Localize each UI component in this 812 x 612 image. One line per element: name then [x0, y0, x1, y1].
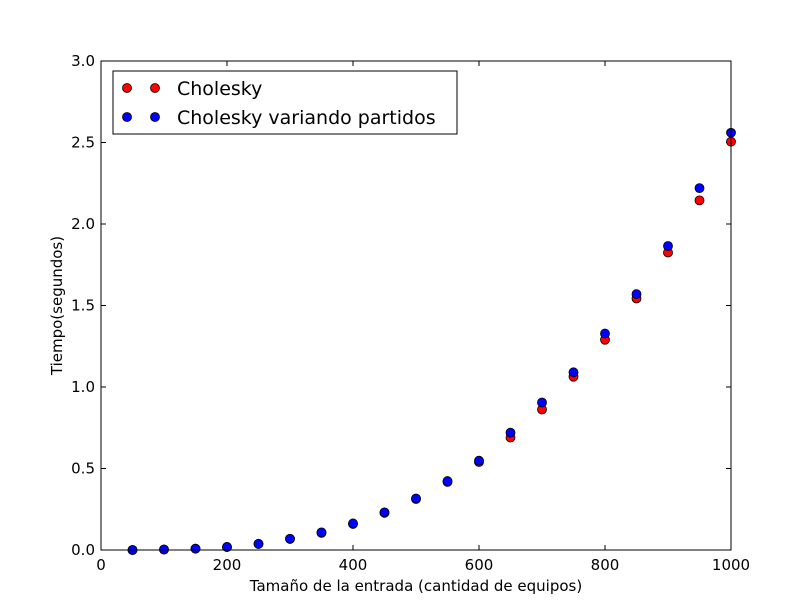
data-point-series-1: [222, 542, 232, 552]
data-point-series-1: [442, 476, 453, 486]
plot-area-frame: [100, 60, 732, 551]
data-point-series-1: [631, 289, 642, 299]
x-tick-label: 200: [213, 556, 242, 574]
x-tick-label: 1000: [712, 556, 750, 574]
legend: Cholesky Cholesky variando partidos: [112, 70, 458, 135]
data-point-series-1: [411, 493, 421, 504]
y-axis-label: Tiempo(segundos): [48, 236, 66, 376]
data-point-series-1: [190, 543, 201, 554]
x-tick-label: 400: [339, 556, 368, 574]
data-point-series-1: [600, 328, 610, 339]
data-point-series-1: [316, 527, 327, 538]
data-point-series-0: [694, 195, 705, 206]
y-tick-label: 0.0: [71, 541, 95, 559]
y-tick-label: 1.5: [71, 297, 95, 315]
y-tick-label: 0.5: [71, 460, 95, 478]
legend-marker-cholesky: [150, 83, 160, 93]
legend-label-cholesky: Cholesky: [177, 78, 262, 100]
legend-box: [112, 70, 458, 135]
x-tick-label: 0: [96, 556, 106, 574]
data-point-series-1: [568, 367, 579, 378]
legend-marker-cholesky-variando-partidos: [150, 112, 160, 122]
legend-label-cholesky-variando-partidos: Cholesky variando partidos: [177, 107, 436, 129]
x-tick-label: 600: [465, 556, 494, 574]
y-tick-label: 1.0: [71, 378, 95, 396]
data-points: [127, 127, 736, 555]
data-point-series-1: [474, 455, 484, 466]
y-tick-label: 2.5: [71, 134, 95, 152]
data-point-series-1: [348, 518, 358, 529]
legend-marker-cholesky: [122, 83, 132, 93]
data-point-series-1: [694, 183, 705, 194]
data-point-series-1: [537, 397, 547, 408]
y-tick-label: 2.0: [71, 215, 95, 233]
y-tick-label: 3.0: [71, 52, 95, 70]
axis-ticks: 0 200 400 600 800 1000 0.0 0.5 1.0 1.5 2.0 2.5 3.0: [71, 52, 750, 574]
x-axis-label: Tamaño de la entrada (cantidad de equipo…: [249, 577, 582, 595]
data-point-series-1: [253, 538, 264, 549]
data-point-series-1: [379, 507, 390, 518]
data-point-series-1: [285, 533, 295, 544]
legend-marker-cholesky-variando-partidos: [122, 112, 132, 122]
data-point-series-1: [505, 427, 516, 438]
data-point-series-1: [663, 241, 673, 251]
x-tick-label: 800: [591, 556, 620, 574]
